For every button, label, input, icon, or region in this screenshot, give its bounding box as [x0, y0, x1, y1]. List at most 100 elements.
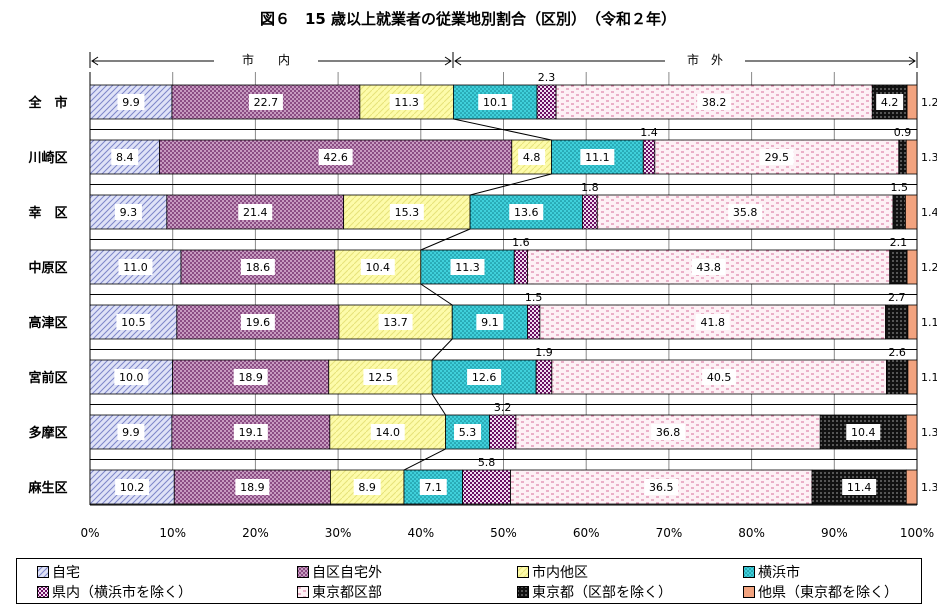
data-label-bg	[454, 424, 482, 440]
data-label: 1.8	[581, 181, 599, 194]
data-label-bg	[476, 314, 504, 330]
data-label: 0.9	[894, 126, 912, 139]
data-label-bg	[644, 479, 679, 495]
data-label: 4.8	[523, 151, 541, 164]
bar-segment	[905, 469, 918, 505]
data-label: 13.6	[514, 206, 539, 219]
data-label-bg	[651, 424, 686, 440]
data-label-bg	[370, 424, 405, 440]
data-label-bg	[240, 259, 275, 275]
value-labels: 9.9 22.7 11.3 10.1 2.3 38.2 4.2 1.2 8.4 42.6 4.8 11…	[111, 71, 937, 495]
data-label: 2.6	[888, 346, 906, 359]
legend-item-tokyo-other: 東京都（区部を除く）	[517, 582, 672, 602]
data-label: 1.5	[525, 291, 543, 304]
bars	[89, 84, 918, 505]
data-label-bg	[114, 204, 142, 220]
data-label: 40.5	[707, 371, 732, 384]
data-label: 18.9	[240, 481, 265, 494]
data-label: 36.5	[649, 481, 674, 494]
data-label: 42.6	[323, 151, 348, 164]
data-label: 8.9	[358, 481, 376, 494]
legend-label-same-ward: 自区自宅外	[312, 565, 382, 581]
legend-label-tokyo-other: 東京都（区部を除く）	[532, 585, 672, 601]
x-tick-label: 80%	[738, 526, 765, 540]
bar-segment	[581, 194, 598, 230]
data-label-bg	[695, 314, 730, 330]
data-label-bg	[117, 94, 145, 110]
legend-item-other-ward: 市内他区	[517, 562, 588, 582]
data-label: 1.4	[921, 206, 937, 219]
group-bracket-outer: 市 外	[454, 52, 918, 68]
category-label: 中原区	[28, 260, 67, 276]
data-label-bg	[518, 149, 546, 165]
data-label: 1.9	[535, 346, 553, 359]
group-label-inner: 市 内	[242, 52, 290, 67]
data-label: 11.4	[847, 481, 872, 494]
data-label-bg	[450, 259, 485, 275]
legend-swatch-other-ward	[517, 566, 529, 578]
data-label-bg	[116, 314, 151, 330]
bar-segment	[536, 84, 557, 120]
data-label-bg	[111, 149, 139, 165]
data-label: 10.4	[366, 261, 391, 274]
data-label-bg	[318, 149, 353, 165]
legend-swatch-home	[37, 566, 49, 578]
data-label: 10.0	[119, 371, 144, 384]
legend-swatch-tokyo-wards	[297, 586, 309, 598]
data-label-bg	[702, 369, 737, 385]
bar-segment	[885, 304, 909, 340]
data-label: 1.2	[921, 261, 937, 274]
bar-segment	[527, 304, 541, 340]
legend-item-same-ward: 自区自宅外	[297, 562, 382, 582]
bar-segment	[905, 414, 918, 450]
data-label: 1.2	[921, 96, 937, 109]
x-tick-label: 0%	[80, 526, 99, 540]
x-tick-label: 10%	[159, 526, 186, 540]
bar-segment	[330, 469, 405, 505]
data-label-bg	[419, 479, 447, 495]
data-label-bg	[118, 259, 153, 275]
data-label: 22.7	[254, 96, 279, 109]
bar-segment	[892, 194, 906, 230]
data-label-bg	[478, 94, 513, 110]
data-label: 21.4	[243, 206, 268, 219]
x-tick-label: 60%	[573, 526, 600, 540]
bar-segment	[359, 84, 454, 120]
data-label: 9.3	[120, 206, 138, 219]
x-tick-label: 20%	[242, 526, 269, 540]
category-label: 宮前区	[28, 370, 67, 386]
data-label: 1.3	[921, 426, 937, 439]
data-label: 19.1	[239, 426, 264, 439]
data-label: 11.3	[455, 261, 480, 274]
data-label: 4.2	[881, 96, 899, 109]
bar-segment	[906, 84, 918, 120]
chart-title: 図６ 15 歳以上就業者の従業地別割合（区別） （令和２年）	[260, 10, 676, 28]
data-label: 1.1	[921, 371, 937, 384]
data-label-bg	[360, 259, 395, 275]
data-label: 2.3	[538, 71, 556, 84]
data-label: 1.6	[512, 236, 530, 249]
data-label: 1.3	[921, 151, 937, 164]
data-label-bg	[117, 424, 145, 440]
data-label-bg	[389, 94, 424, 110]
bar-segment	[171, 84, 361, 120]
legend-item-home: 自宅	[37, 562, 80, 582]
x-axis-ticks: 0% 10% 20% 30% 40% 50% 60% 70% 80% 90% 100%	[80, 526, 934, 540]
group-label-outer: 市 外	[687, 52, 723, 67]
category-label: 麻生区	[27, 480, 67, 496]
bar-segment	[180, 249, 336, 285]
legend-label-tokyo-wards: 東京都区部	[312, 585, 382, 601]
legend-swatch-tokyo-other	[517, 586, 529, 598]
legend-swatch-yokohama	[743, 566, 755, 578]
data-label: 1.1	[921, 316, 937, 329]
data-label: 35.8	[733, 206, 758, 219]
bar-segment	[898, 139, 907, 175]
data-label: 11.0	[123, 261, 148, 274]
data-label: 41.8	[700, 316, 725, 329]
legend-swatch-same-ward	[297, 566, 309, 578]
x-tick-label: 30%	[325, 526, 352, 540]
data-label: 19.6	[246, 316, 271, 329]
data-label: 9.1	[481, 316, 499, 329]
legend-item-prefecture: 県内（横浜市を除く）	[37, 582, 192, 602]
